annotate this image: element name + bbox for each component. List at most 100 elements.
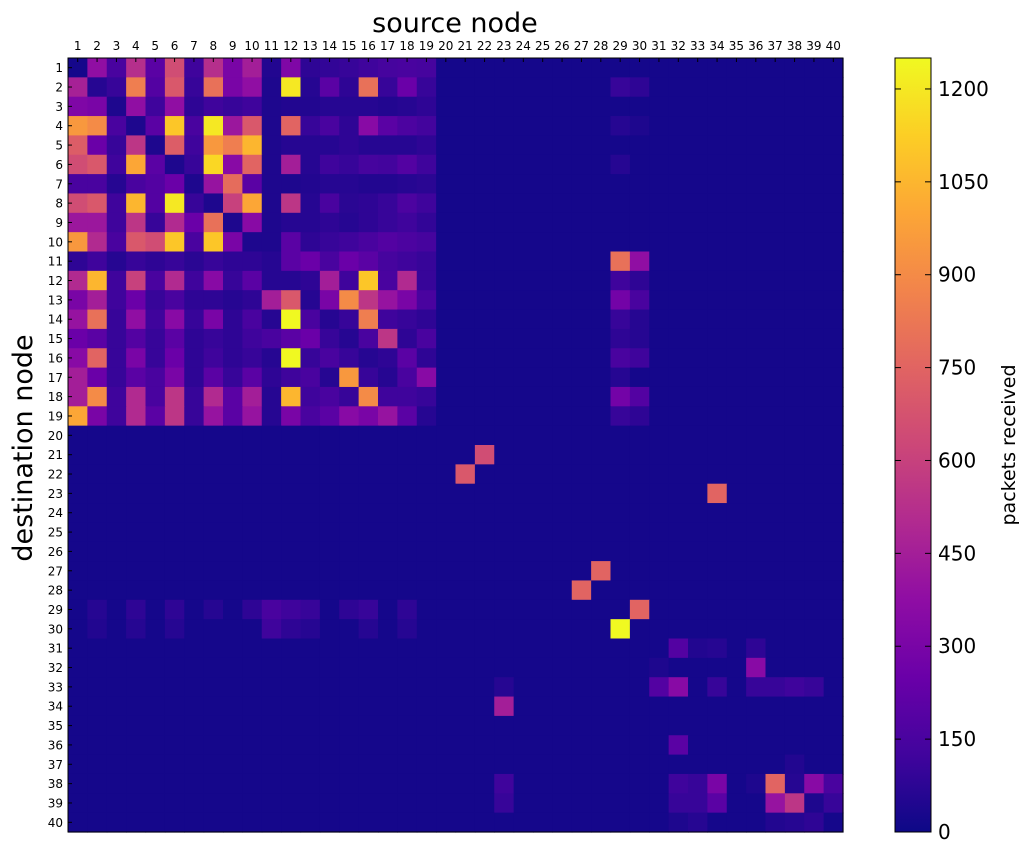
heatmap-cell — [126, 445, 147, 465]
heatmap-cell — [319, 735, 340, 756]
heatmap-cell — [765, 677, 786, 698]
heatmap-cell — [804, 619, 825, 640]
heatmap-cell — [87, 386, 108, 407]
heatmap-cell — [223, 754, 243, 775]
heatmap-cell — [145, 464, 166, 485]
heatmap-cell — [358, 599, 379, 620]
heatmap-cell — [223, 715, 243, 736]
heatmap-cell — [358, 328, 379, 349]
heatmap-cell — [416, 58, 437, 78]
heatmap-cell — [571, 154, 592, 175]
heatmap-cell — [203, 561, 224, 582]
heatmap-cell — [746, 193, 767, 214]
heatmap-cell — [397, 773, 418, 794]
heatmap-cell — [203, 754, 224, 775]
heatmap-cell — [281, 116, 302, 136]
heatmap-cell — [474, 290, 495, 311]
heatmap-cell — [106, 793, 127, 814]
heatmap-cell — [416, 386, 437, 407]
colorbar-tick-label: 900 — [938, 263, 976, 287]
heatmap-cell — [68, 812, 88, 833]
heatmap-cell — [629, 290, 650, 311]
heatmap-cell — [513, 348, 534, 369]
heatmap-cell — [281, 619, 302, 640]
heatmap-cell — [126, 290, 147, 311]
heatmap-cell — [571, 503, 592, 523]
heatmap-cell — [513, 657, 534, 678]
heatmap-cell — [416, 348, 437, 369]
heatmap-cell — [416, 116, 437, 136]
heatmap-cell — [804, 135, 825, 156]
heatmap-cell — [68, 715, 88, 736]
heatmap-cell — [668, 715, 689, 736]
heatmap-cell — [513, 270, 534, 291]
heatmap-cell — [223, 193, 243, 214]
heatmap-cell — [823, 657, 844, 678]
heatmap-cell — [126, 77, 147, 98]
heatmap-cell — [145, 328, 166, 349]
heatmap-cell — [164, 174, 185, 195]
heatmap-cell — [494, 251, 515, 272]
heatmap-cell — [649, 677, 670, 698]
heatmap-cell — [494, 580, 515, 601]
heatmap-cell — [87, 212, 108, 233]
heatmap-cell — [87, 367, 108, 388]
heatmap-cell — [494, 309, 515, 330]
heatmap-cell — [145, 77, 166, 98]
heatmap-cell — [668, 154, 689, 175]
heatmap-cell — [397, 290, 418, 311]
heatmap-cell — [513, 619, 534, 640]
y-tick-label: 15 — [48, 332, 63, 346]
heatmap-cell — [339, 464, 360, 485]
heatmap-cell — [649, 309, 670, 330]
heatmap-cell — [629, 77, 650, 98]
heatmap-cell — [68, 154, 88, 175]
heatmap-cell — [378, 174, 398, 195]
heatmap-cell — [823, 193, 844, 214]
heatmap-cell — [126, 251, 147, 272]
heatmap-cell — [68, 212, 88, 233]
heatmap-cell — [571, 812, 592, 833]
heatmap-cell — [68, 309, 88, 330]
heatmap-cell — [629, 367, 650, 388]
heatmap-cell — [455, 232, 476, 253]
heatmap-cell — [145, 580, 166, 601]
heatmap-cell — [688, 154, 708, 175]
heatmap-cell — [726, 735, 747, 756]
heatmap-cell — [378, 367, 398, 388]
heatmap-cell — [397, 599, 418, 620]
heatmap-cell — [629, 812, 650, 833]
y-tick-label: 25 — [48, 526, 63, 540]
heatmap-cell — [688, 445, 708, 465]
heatmap-cell — [319, 96, 340, 117]
heatmap-cell — [164, 135, 185, 156]
heatmap-cell — [784, 348, 805, 369]
x-tick-label: 16 — [361, 39, 376, 53]
heatmap-cell — [164, 212, 185, 233]
heatmap-cell — [474, 174, 495, 195]
heatmap-cell — [513, 58, 534, 78]
heatmap-cell — [68, 58, 88, 78]
y-tick-label: 27 — [48, 564, 63, 578]
y-tick-label: 38 — [48, 777, 63, 791]
heatmap-cell — [823, 154, 844, 175]
heatmap-cell — [688, 309, 708, 330]
heatmap-cell — [746, 77, 767, 98]
heatmap-cell — [726, 464, 747, 485]
heatmap-cell — [416, 793, 437, 814]
heatmap-cell — [281, 270, 302, 291]
heatmap-cell — [184, 174, 205, 195]
heatmap-cell — [87, 232, 108, 253]
heatmap-cell — [707, 251, 728, 272]
heatmap-cell — [474, 464, 495, 485]
heatmap-cell — [784, 232, 805, 253]
heatmap-cell — [436, 425, 457, 446]
heatmap-cell — [126, 503, 147, 523]
heatmap-cell — [591, 406, 612, 427]
heatmap-cell — [533, 58, 553, 78]
heatmap-cell — [765, 696, 786, 717]
heatmap-cell — [300, 251, 321, 272]
heatmap-cell — [707, 522, 728, 543]
heatmap-cell — [784, 270, 805, 291]
heatmap-cell — [823, 367, 844, 388]
